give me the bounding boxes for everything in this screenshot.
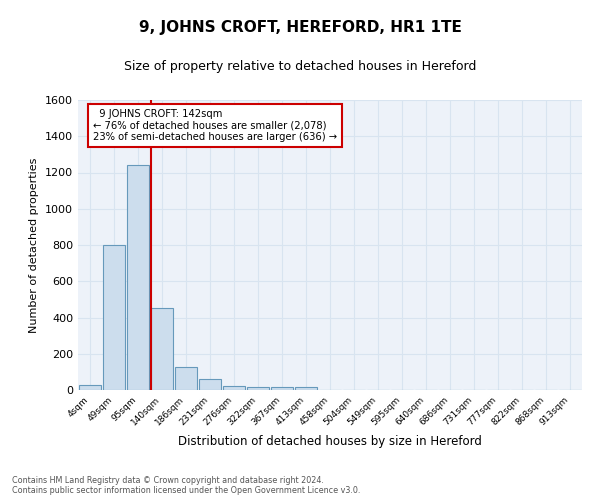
Bar: [223, 386, 245, 390]
Bar: [103, 245, 125, 390]
Bar: [199, 379, 221, 390]
Bar: [151, 308, 173, 390]
Bar: [271, 388, 293, 390]
X-axis label: Distribution of detached houses by size in Hereford: Distribution of detached houses by size …: [178, 436, 482, 448]
Y-axis label: Number of detached properties: Number of detached properties: [29, 158, 40, 332]
Bar: [127, 165, 149, 390]
Bar: [295, 386, 317, 390]
Text: 9, JOHNS CROFT, HEREFORD, HR1 1TE: 9, JOHNS CROFT, HEREFORD, HR1 1TE: [139, 20, 461, 35]
Text: 9 JOHNS CROFT: 142sqm
← 76% of detached houses are smaller (2,078)
23% of semi-d: 9 JOHNS CROFT: 142sqm ← 76% of detached …: [93, 108, 337, 142]
Text: Contains HM Land Registry data © Crown copyright and database right 2024.
Contai: Contains HM Land Registry data © Crown c…: [12, 476, 361, 495]
Bar: [175, 368, 197, 390]
Text: Size of property relative to detached houses in Hereford: Size of property relative to detached ho…: [124, 60, 476, 73]
Bar: [79, 386, 101, 390]
Bar: [247, 386, 269, 390]
